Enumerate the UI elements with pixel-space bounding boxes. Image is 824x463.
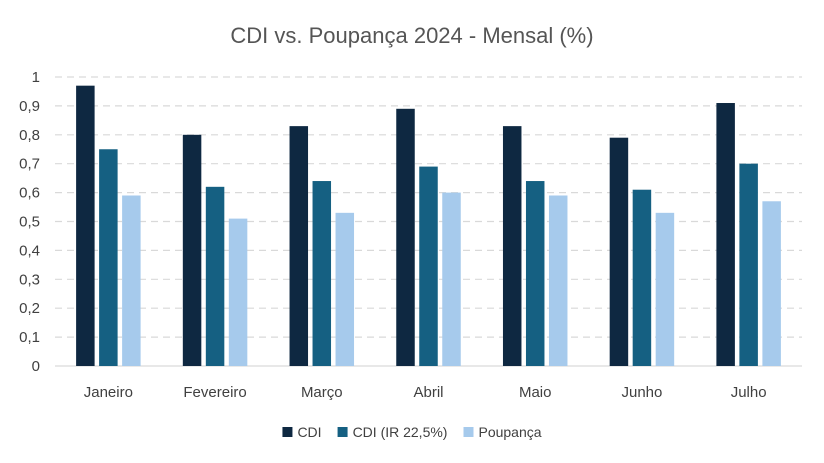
bar-julho-series-1 (739, 163, 758, 366)
bar-fevereiro-series-1 (205, 186, 225, 366)
bar-maio-series-0 (502, 126, 522, 366)
x-category-label: Janeiro (84, 384, 133, 401)
bar-abril-series-1 (419, 166, 438, 366)
y-axis-ticks: 0 0,1 0,2 0,3 0,4 0,5 0,6 0,7 0,8 0,9 1 (19, 69, 40, 375)
y-tick-label: 0,7 (19, 156, 40, 173)
legend-swatch (463, 427, 474, 437)
y-tick-label: 0,9 (19, 98, 40, 115)
y-tick-label: 1 (32, 69, 40, 86)
y-tick-label: 0,4 (19, 242, 40, 259)
bar-maio-series-1 (525, 181, 545, 366)
legend: CDI CDI (IR 22,5%) Poupança (282, 424, 542, 440)
bars (76, 85, 781, 367)
bar-março-series-0 (289, 126, 309, 366)
bar-janeiro-series-0 (76, 85, 95, 367)
bar-maio-series-2 (548, 195, 568, 366)
chart-title: CDI vs. Poupança 2024 - Mensal (%) (230, 23, 593, 48)
bar-janeiro-series-2 (122, 195, 141, 366)
y-tick-label: 0,5 (19, 214, 40, 231)
bar-julho-series-2 (762, 201, 781, 366)
x-axis-categories: Janeiro Fevereiro Março Abril Maio Junho Julho (84, 384, 767, 401)
bar-fevereiro-series-2 (228, 218, 248, 366)
y-tick-label: 0,2 (19, 300, 40, 317)
y-tick-label: 0,1 (19, 329, 40, 346)
x-category-label: Março (301, 384, 343, 401)
legend-label: CDI (297, 424, 321, 440)
bar-fevereiro-series-0 (182, 134, 202, 366)
bar-abril-series-2 (442, 192, 461, 366)
x-category-label: Fevereiro (183, 384, 246, 401)
legend-label: CDI (IR 22,5%) (353, 424, 448, 440)
y-tick-label: 0,3 (19, 271, 40, 288)
bar-junho-series-0 (609, 137, 629, 366)
bar-março-series-1 (312, 181, 332, 366)
y-tick-label: 0,8 (19, 127, 40, 144)
y-tick-label: 0,6 (19, 185, 40, 202)
legend-label: Poupança (478, 424, 541, 440)
bar-julho-series-0 (716, 103, 735, 366)
x-category-label: Junho (621, 384, 662, 401)
bar-abril-series-0 (396, 108, 415, 366)
bar-junho-series-2 (655, 212, 675, 366)
bar-junho-series-1 (632, 189, 652, 366)
x-category-label: Maio (519, 384, 552, 401)
bar-março-series-2 (335, 212, 355, 366)
legend-swatch (282, 427, 293, 437)
x-category-label: Abril (413, 384, 443, 401)
y-tick-label: 0 (32, 358, 40, 375)
x-category-label: Julho (731, 384, 767, 401)
bar-janeiro-series-1 (99, 149, 118, 366)
legend-swatch (337, 427, 348, 437)
